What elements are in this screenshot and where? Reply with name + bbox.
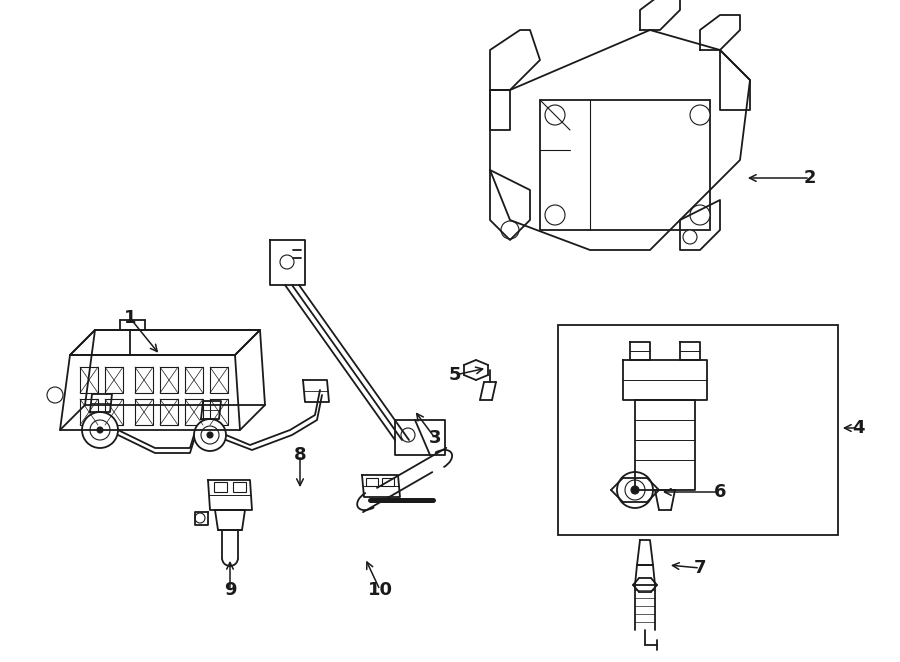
Bar	[540, 100, 710, 230]
Text: 4: 4	[851, 419, 864, 437]
Bar	[135, 399, 153, 425]
Bar	[185, 367, 203, 393]
Bar	[135, 367, 153, 393]
Text: 6: 6	[714, 483, 726, 501]
Circle shape	[207, 432, 213, 438]
Bar	[210, 399, 228, 425]
Bar	[233, 482, 246, 492]
Text: 7: 7	[694, 559, 706, 577]
Bar	[160, 367, 178, 393]
Circle shape	[501, 221, 519, 239]
Circle shape	[90, 420, 110, 440]
Circle shape	[47, 387, 63, 403]
Circle shape	[631, 486, 639, 494]
Circle shape	[201, 426, 219, 444]
Circle shape	[545, 105, 565, 125]
Bar	[558, 325, 838, 535]
Text: 10: 10	[367, 581, 392, 599]
Circle shape	[690, 105, 710, 125]
Bar	[382, 478, 394, 486]
Circle shape	[690, 205, 710, 225]
Circle shape	[683, 230, 697, 244]
Circle shape	[195, 513, 205, 523]
Text: 1: 1	[124, 309, 136, 327]
Text: 5: 5	[449, 366, 461, 384]
Bar	[160, 399, 178, 425]
Circle shape	[617, 472, 653, 508]
Bar	[366, 478, 378, 486]
Text: 8: 8	[293, 446, 306, 464]
Text: 9: 9	[224, 581, 236, 599]
Bar	[214, 482, 227, 492]
Circle shape	[194, 419, 226, 451]
Circle shape	[82, 412, 118, 448]
Bar	[80, 399, 98, 425]
Circle shape	[401, 428, 415, 442]
Circle shape	[97, 427, 103, 433]
Bar	[80, 367, 98, 393]
Circle shape	[280, 255, 294, 269]
Bar	[185, 399, 203, 425]
Circle shape	[625, 480, 645, 500]
Text: 3: 3	[428, 429, 441, 447]
Bar	[105, 399, 123, 425]
Bar	[105, 367, 123, 393]
Bar	[210, 367, 228, 393]
Circle shape	[545, 205, 565, 225]
Text: 2: 2	[804, 169, 816, 187]
